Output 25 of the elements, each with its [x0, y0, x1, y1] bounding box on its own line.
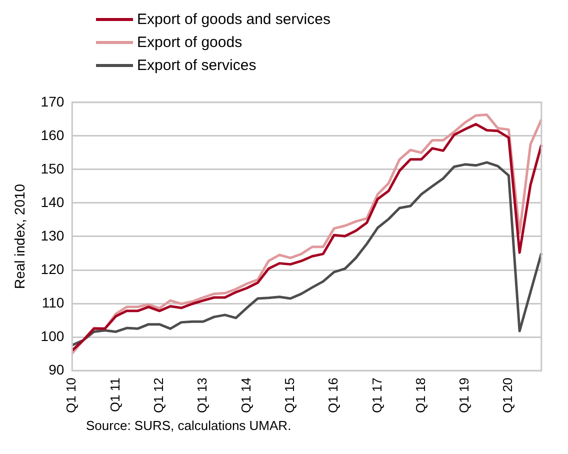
y-tick-label: 160 [40, 126, 64, 143]
x-tick-label: Q1 16 [326, 378, 341, 414]
legend-label: Export of goods [137, 34, 242, 51]
x-tick-label: Q1 15 [282, 378, 297, 414]
y-tick-label: 140 [40, 194, 64, 210]
y-tick-label: 120 [40, 260, 64, 277]
x-tick-label: Q1 14 [238, 378, 254, 414]
y-tick-label: 110 [42, 294, 64, 310]
x-tick-label: Q1 19 [456, 378, 472, 414]
legend-label: Export of services [137, 57, 256, 74]
y-tick-label: 150 [40, 160, 64, 176]
y-tick-label: 100 [40, 328, 64, 344]
x-tick-label: Q1 13 [194, 378, 210, 414]
legend-label: Export of goods and services [137, 11, 330, 28]
x-tick-label: Q1 17 [369, 378, 384, 414]
x-tick-label: Q1 12 [151, 378, 166, 414]
y-tick-label: 170 [40, 93, 64, 110]
y-tick-label: 130 [40, 227, 64, 244]
x-tick-label: Q1 20 [500, 378, 516, 414]
y-axis-title: Real index, 2010 [11, 184, 28, 290]
x-tick-label: Q1 11 [107, 378, 122, 412]
source-note: Source: SURS, calculations UMAR. [85, 418, 292, 433]
y-tick-label: 90 [48, 361, 64, 378]
x-tick-label: Q1 18 [412, 378, 428, 414]
x-tick-label: Q1 10 [64, 378, 79, 414]
